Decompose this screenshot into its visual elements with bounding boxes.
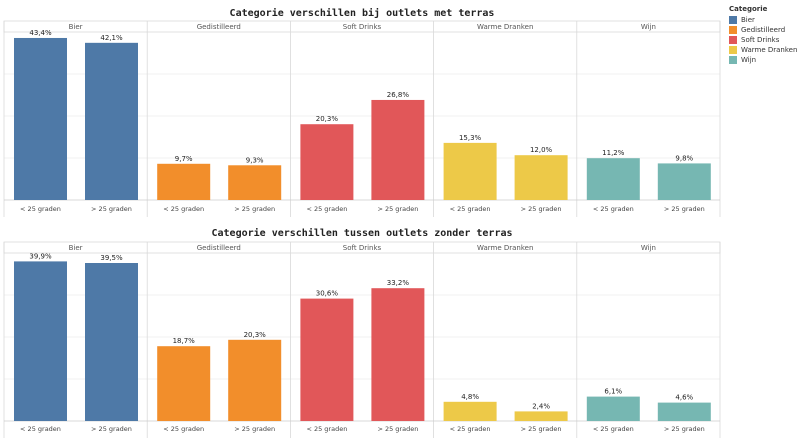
x-tick-label: < 25 graden <box>306 205 347 213</box>
data-label: 30,6% <box>316 290 339 298</box>
data-label: 42,1% <box>100 34 123 42</box>
bar <box>300 298 354 421</box>
panel-header-wijn: Wijn <box>641 23 656 31</box>
legend-label: Soft Drinks <box>741 36 780 44</box>
data-label: 4,6% <box>675 394 693 402</box>
panel-header-bier: Bier <box>69 23 83 31</box>
legend-label: Bier <box>741 16 755 24</box>
data-label: 33,2% <box>387 279 410 287</box>
data-label: 18,7% <box>173 337 196 345</box>
bar <box>443 142 497 200</box>
bar <box>300 124 354 200</box>
data-label: 6,1% <box>604 388 622 396</box>
bar <box>443 401 497 421</box>
legend-item-wijn[interactable]: Wijn <box>729 55 799 65</box>
data-label: 12,0% <box>530 146 553 154</box>
panel-header-wijn: Wijn <box>641 244 656 252</box>
bar <box>586 396 640 421</box>
x-tick-label: < 25 graden <box>306 425 347 433</box>
panel-header-warme-dranken: Warme Dranken <box>477 244 533 252</box>
bar <box>14 261 67 421</box>
bar <box>371 99 425 200</box>
bar <box>657 163 711 200</box>
x-tick-label: > 25 graden <box>377 205 418 213</box>
bar <box>85 42 138 201</box>
x-tick-label: > 25 graden <box>91 425 132 433</box>
x-tick-label: > 25 graden <box>234 205 275 213</box>
legend-item-bier[interactable]: Bier <box>729 15 799 25</box>
x-tick-label: < 25 graden <box>593 205 634 213</box>
x-tick-label: > 25 graden <box>377 425 418 433</box>
data-label: 9,7% <box>175 155 193 163</box>
x-tick-label: > 25 graden <box>234 425 275 433</box>
x-tick-label: < 25 graden <box>163 425 204 433</box>
bar <box>514 155 568 200</box>
legend-items: Bier Gedistilleerd Soft Drinks Warme Dranke… <box>729 15 799 65</box>
data-label: 4,8% <box>461 393 479 401</box>
bar <box>657 402 711 421</box>
chart-title: Categorie verschillen bij outlets met te… <box>230 7 495 19</box>
legend-label: Warme Dranken <box>741 46 798 54</box>
bar <box>157 346 211 421</box>
data-label: 2,4% <box>532 402 550 410</box>
bar <box>514 411 568 421</box>
panel-header-soft-drinks: Soft Drinks <box>343 23 382 31</box>
bar <box>371 288 425 421</box>
x-tick-label: < 25 graden <box>450 205 491 213</box>
data-label: 9,3% <box>246 156 264 164</box>
bar <box>586 158 640 200</box>
data-label: 39,9% <box>29 252 52 260</box>
legend-item-warme-dranken[interactable]: Warme Dranken <box>729 45 799 55</box>
x-tick-label: < 25 graden <box>450 425 491 433</box>
bar <box>157 163 211 200</box>
x-tick-label: < 25 graden <box>163 205 204 213</box>
legend-label: Wijn <box>741 56 757 64</box>
legend-swatch <box>729 46 737 54</box>
panel-header-gedistilleerd: Gedistilleerd <box>197 244 241 252</box>
x-tick-label: > 25 graden <box>664 205 705 213</box>
legend-swatch <box>729 26 737 34</box>
x-tick-label: > 25 graden <box>91 205 132 213</box>
legend-item-soft-drinks[interactable]: Soft Drinks <box>729 35 799 45</box>
chart-title: Categorie verschillen tussen outlets zon… <box>211 227 512 239</box>
x-tick-label: < 25 graden <box>20 425 61 433</box>
panel-header-soft-drinks: Soft Drinks <box>343 244 382 252</box>
legend-swatch <box>729 56 737 64</box>
data-label: 43,4% <box>29 29 52 37</box>
legend-label: Gedistilleerd <box>741 26 786 34</box>
data-label: 26,8% <box>387 91 410 99</box>
legend-item-gedistilleerd[interactable]: Gedistilleerd <box>729 25 799 35</box>
bar <box>228 165 282 200</box>
data-label: 20,3% <box>244 331 267 339</box>
data-label: 9,8% <box>675 154 693 162</box>
bar <box>14 37 67 201</box>
data-label: 39,5% <box>100 254 123 262</box>
data-label: 20,3% <box>316 115 339 123</box>
x-tick-label: > 25 graden <box>521 205 562 213</box>
bar <box>85 263 138 421</box>
legend: Categorie Bier Gedistilleerd Soft Drinks Wa… <box>729 5 799 65</box>
legend-swatch <box>729 36 737 44</box>
data-label: 11,2% <box>602 149 625 157</box>
data-label: 15,3% <box>459 134 482 142</box>
x-tick-label: < 25 graden <box>593 425 634 433</box>
x-tick-label: > 25 graden <box>521 425 562 433</box>
x-tick-label: < 25 graden <box>20 205 61 213</box>
panel-header-gedistilleerd: Gedistilleerd <box>197 23 241 31</box>
x-tick-label: > 25 graden <box>664 425 705 433</box>
panel-header-warme-dranken: Warme Dranken <box>477 23 533 31</box>
bar <box>228 339 282 421</box>
panel-header-bier: Bier <box>69 244 83 252</box>
legend-swatch <box>729 16 737 24</box>
legend-title: Categorie <box>729 5 768 13</box>
